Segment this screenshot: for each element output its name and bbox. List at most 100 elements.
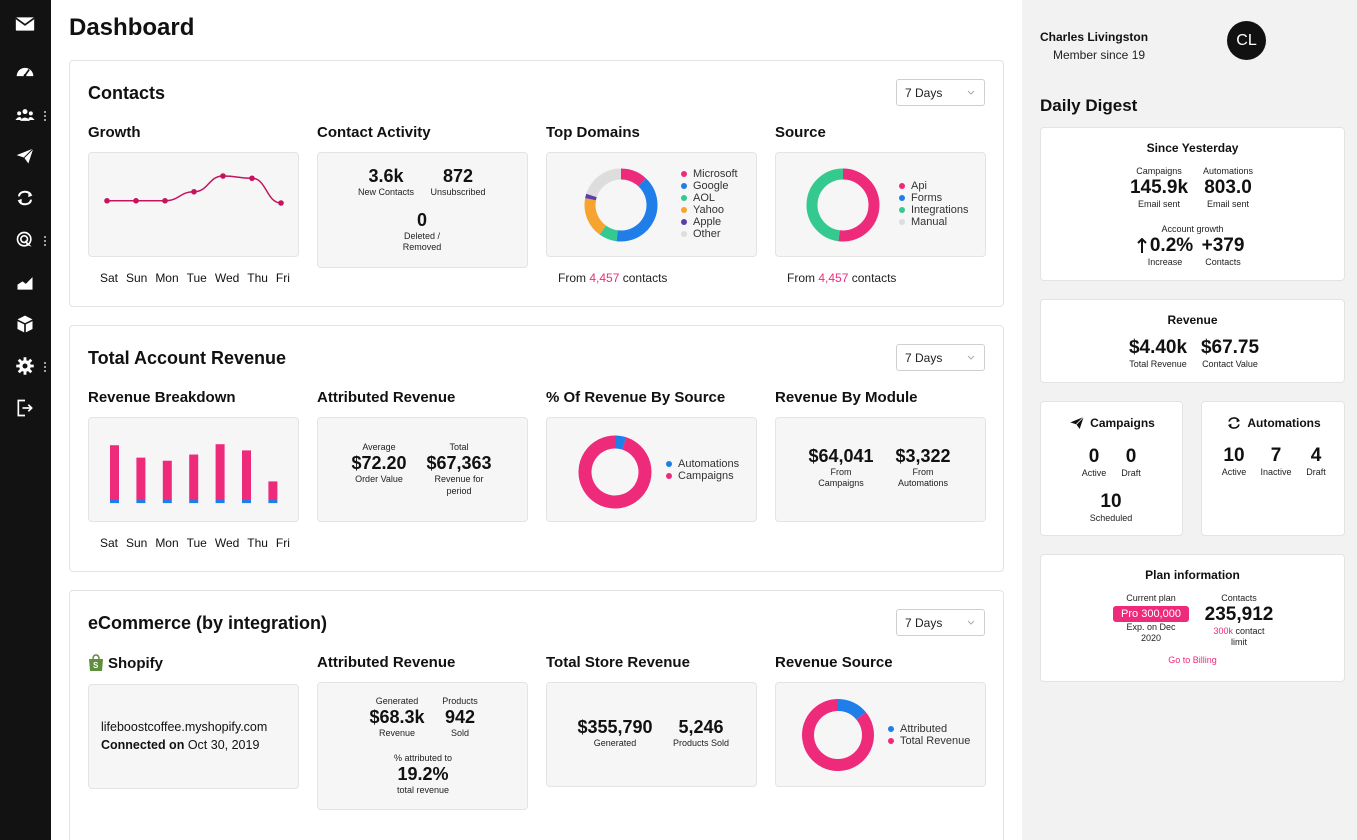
- main-content: Dashboard Contacts 7 Days Growth Sat Sun…: [51, 0, 1022, 840]
- avg-order-value: $72.20: [351, 453, 407, 474]
- revenue-bar: [268, 481, 278, 500]
- revenue-breakdown-card: [88, 417, 299, 522]
- legend-item: Campaigns: [666, 470, 739, 482]
- growth-title: Growth: [88, 124, 141, 141]
- daily-digest-panel: Charles Livingston Member since 19 CL Da…: [1022, 0, 1357, 840]
- mail-logo-icon[interactable]: [13, 12, 37, 36]
- automations-icon[interactable]: [13, 186, 37, 210]
- source-from-count: 4,457: [818, 271, 849, 285]
- total-revenue-value: $67,363: [426, 453, 492, 474]
- targeting-icon[interactable]: [13, 228, 37, 252]
- store-sold-stat: 5,246 Products Sold: [663, 717, 739, 749]
- growth-point: [133, 197, 139, 204]
- revenue-by-source-legend: Automations Campaigns: [666, 458, 739, 482]
- digest-campaigns-top: Campaigns: [1136, 166, 1182, 176]
- legend-item: Yahoo: [681, 204, 738, 216]
- since-yesterday-card: Since Yesterday Campaigns 145.9k Email s…: [1040, 127, 1345, 281]
- chevron-down-icon: [967, 355, 975, 360]
- x-tick: Fri: [275, 271, 290, 285]
- revenue-bar-secondary: [162, 500, 172, 504]
- campaigns-scheduled-label: Scheduled: [1089, 513, 1133, 523]
- total-revenue-stat: Total $67,363 Revenue for period: [418, 442, 500, 497]
- domains-slice: [584, 198, 607, 235]
- integrations-icon[interactable]: [13, 312, 37, 336]
- digest-contact-value-label: Contact Value: [1202, 359, 1258, 369]
- x-tick: Tue: [186, 536, 207, 550]
- settings-menu-dots-icon[interactable]: [43, 362, 47, 372]
- revenue-range-value: 7 Days: [905, 351, 943, 365]
- current-plan-label: Current plan: [1126, 593, 1176, 603]
- store-sold-label: Products Sold: [672, 738, 730, 748]
- campaigns-draft-value: 0: [1125, 446, 1137, 467]
- ecom-products-stat: Products 942 Sold: [430, 696, 490, 740]
- digest-campaigns-stat: Campaigns 145.9k Email sent: [1123, 166, 1195, 210]
- logout-icon[interactable]: [13, 396, 37, 420]
- automations-revenue-label-2: Automations: [897, 478, 949, 489]
- revenue-by-source-card: Automations Campaigns: [546, 417, 757, 522]
- store-revenue-title: Total Store Revenue: [546, 654, 690, 671]
- new-contacts-value: 3.6k: [368, 166, 404, 186]
- x-tick: Wed: [214, 271, 240, 285]
- legend-item: Automations: [666, 458, 739, 470]
- targeting-menu-dots-icon[interactable]: [43, 236, 47, 246]
- contacts-range-select[interactable]: 7 Days: [896, 79, 985, 106]
- svg-text:S: S: [93, 661, 99, 670]
- unsubscribed-stat: 872 Unsubscribed: [418, 166, 498, 198]
- growth-increase-stat: 0.2% Increase: [1131, 235, 1199, 268]
- avatar[interactable]: CL: [1227, 21, 1266, 60]
- legend-item: Total Revenue: [888, 735, 970, 747]
- legend-item: Manual: [899, 216, 968, 228]
- attributed-revenue-title: Attributed Revenue: [317, 389, 456, 406]
- revenue-bar-secondary: [189, 500, 199, 504]
- reports-icon[interactable]: [13, 271, 37, 295]
- source-title: Source: [775, 124, 826, 141]
- revenue-bar: [189, 454, 199, 500]
- growth-x-axis: Sat Sun Mon Tue Wed Thu Fri: [100, 271, 290, 285]
- campaigns-revenue-stat: $64,041 From Campaigns: [800, 446, 882, 490]
- new-contacts-stat: 3.6k New Contacts: [346, 166, 426, 198]
- connected-date: Oct 30, 2019: [187, 738, 260, 752]
- domains-slice: [585, 193, 597, 201]
- top-domains-donut: [584, 168, 658, 242]
- legend-item: Integrations: [899, 204, 968, 216]
- page-title: Dashboard: [69, 14, 195, 41]
- ecom-generated-top: Generated: [375, 696, 419, 706]
- growth-increase-value: 0.2%: [1149, 235, 1194, 256]
- source-from-text: From 4,457 contacts: [787, 271, 897, 285]
- campaigns-draft-label: Draft: [1121, 468, 1141, 478]
- campaigns-draft-stat: 0 Draft: [1114, 446, 1148, 479]
- automations-revenue-stat: $3,322 From Automations: [882, 446, 964, 490]
- go-to-billing-link[interactable]: Go to Billing: [1168, 655, 1217, 665]
- ecommerce-range-select[interactable]: 7 Days: [896, 609, 985, 636]
- arrow-up-icon: [1137, 238, 1147, 253]
- automations-active-label: Active: [1221, 467, 1247, 477]
- revenue-title: Total Account Revenue: [88, 348, 287, 368]
- account-growth-label: Account growth: [1161, 224, 1224, 234]
- campaigns-scheduled-value: 10: [1100, 491, 1122, 512]
- dashboard-icon[interactable]: [13, 60, 37, 84]
- settings-icon[interactable]: [13, 354, 37, 378]
- avg-order-bottom: Order Value: [355, 474, 403, 485]
- since-yesterday-title: Since Yesterday: [1146, 141, 1239, 155]
- contacts-icon[interactable]: [13, 103, 37, 127]
- campaigns-icon[interactable]: [13, 144, 37, 168]
- deleted-label-line-1: Deleted /: [403, 231, 441, 241]
- plan-name-badge[interactable]: Pro 300,000: [1113, 605, 1189, 622]
- plan-exp-line-1: Exp. on Dec: [1126, 621, 1176, 632]
- domains-slice: [616, 178, 658, 242]
- revenue-range-select[interactable]: 7 Days: [896, 344, 985, 371]
- store-generated-stat: $355,790 Generated: [569, 717, 661, 749]
- contacts-menu-dots-icon[interactable]: [43, 111, 47, 121]
- plan-info-card: Plan information Current plan Pro 300,00…: [1040, 554, 1345, 682]
- growth-increase-label: Increase: [1147, 257, 1183, 267]
- revenue-by-module-title: Revenue By Module: [775, 389, 918, 406]
- plan-info-title: Plan information: [1145, 568, 1240, 582]
- total-revenue-top: Total: [449, 442, 469, 452]
- top-domains-legend: Microsoft Google AOL Yahoo Apple Other: [681, 168, 738, 240]
- x-tick: Sat: [100, 271, 119, 285]
- contact-activity-card: 3.6k New Contacts 872 Unsubscribed 0 Del…: [317, 152, 528, 268]
- growth-point: [220, 173, 226, 179]
- ecom-generated-value: $68.3k: [369, 707, 425, 728]
- ecommerce-section: eCommerce (by integration) 7 Days S Shop…: [69, 590, 1004, 840]
- digest-campaigns-value: 145.9k: [1129, 176, 1189, 198]
